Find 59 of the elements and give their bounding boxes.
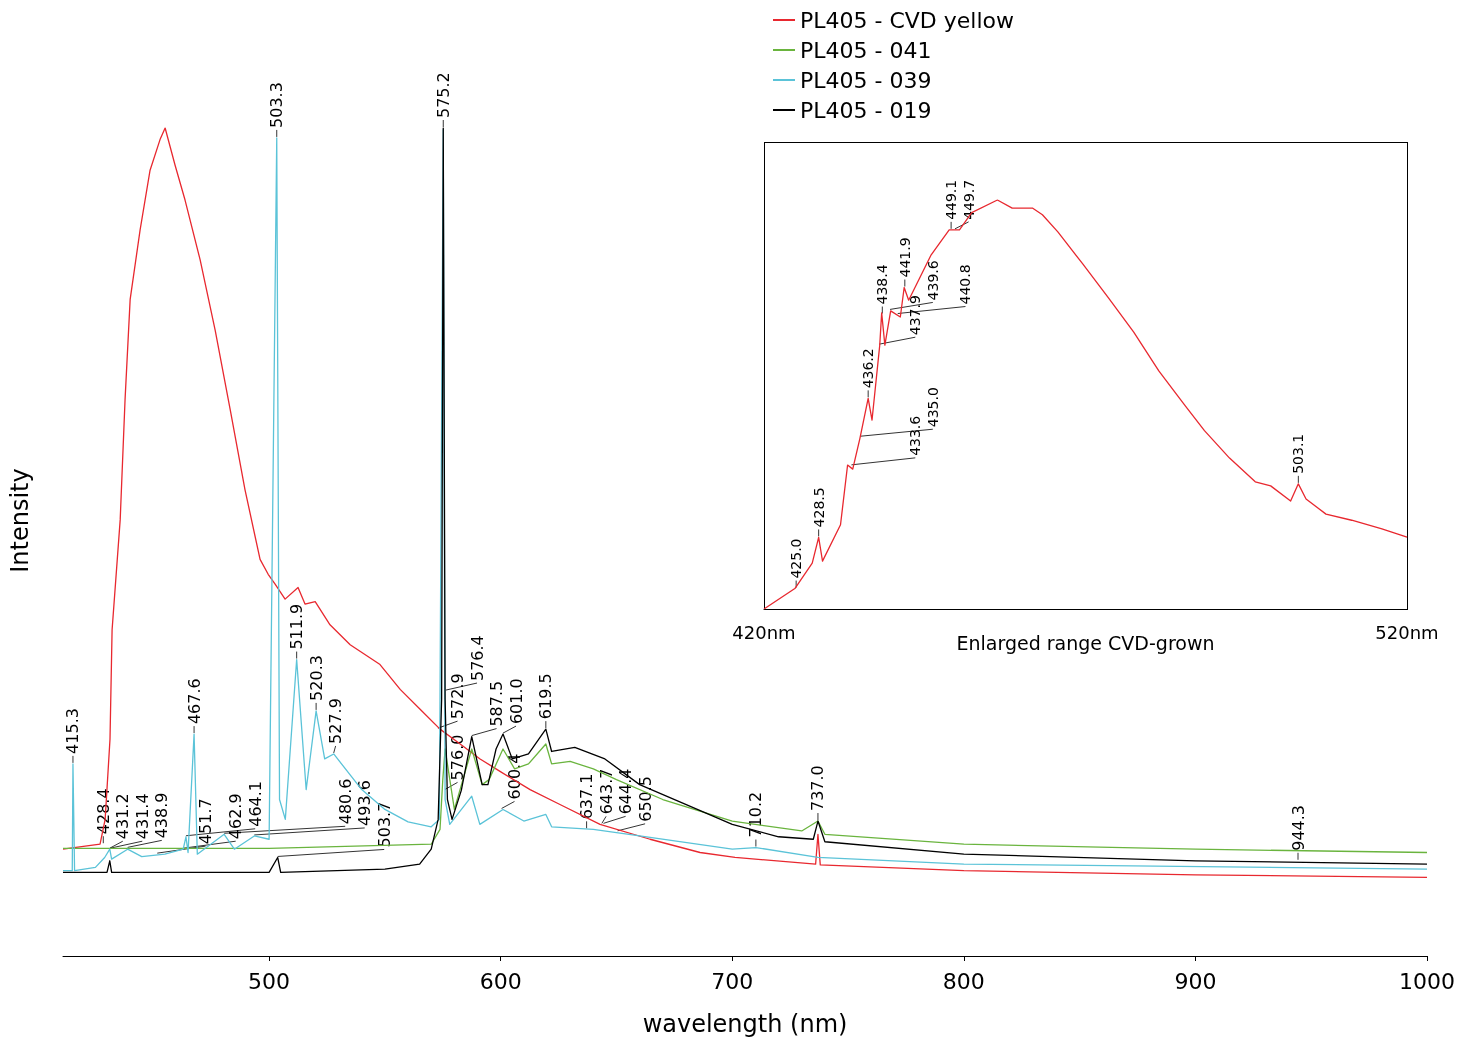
x-axis-title: wavelength (nm) <box>642 1010 848 1038</box>
annotation: Enlarged range CVD-grown <box>956 631 1215 654</box>
annotation: 520.3 <box>306 655 326 701</box>
y-axis-title: Intensity <box>6 468 34 573</box>
annotation: 438.9 <box>152 792 172 839</box>
annotation: 438.4 <box>874 264 891 305</box>
x-tick-label: 520nm <box>1375 621 1439 643</box>
annotation: 440.8 <box>957 264 974 305</box>
annotation: 575.2 <box>433 72 453 118</box>
legend-label: PL405 - 019 <box>800 97 932 123</box>
annotation: 619.5 <box>536 673 556 720</box>
annotation: 428.5 <box>810 487 827 528</box>
annotation: 737.0 <box>808 765 828 812</box>
annotation: 944.3 <box>1288 804 1308 851</box>
annotation: 431.4 <box>132 793 152 840</box>
annotation: 511.9 <box>287 603 307 650</box>
annotation: 601.0 <box>506 678 526 725</box>
annotation: 449.1 <box>943 179 960 220</box>
annotation: 587.5 <box>487 680 507 727</box>
annotation: 644.4 <box>616 768 636 815</box>
annotation: 449.7 <box>960 179 977 220</box>
annotation: 433.6 <box>907 415 924 456</box>
x-tick-label: 700 <box>711 968 754 994</box>
annotation: 480.6 <box>335 778 355 825</box>
annotation: 441.9 <box>896 237 913 278</box>
annotation: 437.9 <box>907 295 924 336</box>
annotation: 643.7 <box>596 768 616 815</box>
annotation: 462.9 <box>226 793 246 840</box>
annotation: 415.3 <box>63 708 83 754</box>
legend-label: PL405 - 041 <box>800 37 932 63</box>
annotation: 637.1 <box>577 773 597 820</box>
annotation: 493.6 <box>355 780 375 826</box>
annotation: 503.7 <box>374 801 394 848</box>
annotation: 710.2 <box>746 791 766 838</box>
x-tick-label: 500 <box>248 968 291 994</box>
legend-label: PL405 - 039 <box>800 67 932 93</box>
annotation: 600.4 <box>505 753 524 800</box>
annotation: 576.0 <box>448 734 468 781</box>
annotation: 503.3 <box>267 82 287 128</box>
x-tick-label: 1000 <box>1399 968 1455 994</box>
x-tick-label: 420nm <box>732 621 796 643</box>
x-tick-label: 900 <box>1174 968 1217 994</box>
annotation: 527.9 <box>326 698 346 744</box>
annotation: 439.6 <box>924 260 941 301</box>
x-tick-label: 600 <box>479 968 522 994</box>
annotation: 464.1 <box>245 780 265 827</box>
annotation: 467.6 <box>184 678 204 725</box>
x-tick-label: 800 <box>942 968 985 994</box>
annotation: 431.2 <box>113 793 133 840</box>
annotation: 650.5 <box>635 775 655 822</box>
annotation: 503.1 <box>1290 433 1307 474</box>
annotation: 436.2 <box>860 348 877 389</box>
annotation: 425.0 <box>788 538 805 579</box>
legend-label: PL405 - CVD yellow <box>800 7 1015 33</box>
annotation: 451.7 <box>196 798 216 845</box>
annotation: 435.0 <box>924 387 941 428</box>
annotation: 576.4 <box>467 635 487 682</box>
annotation: 428.4 <box>93 788 113 835</box>
annotation: 572.9 <box>448 673 468 720</box>
